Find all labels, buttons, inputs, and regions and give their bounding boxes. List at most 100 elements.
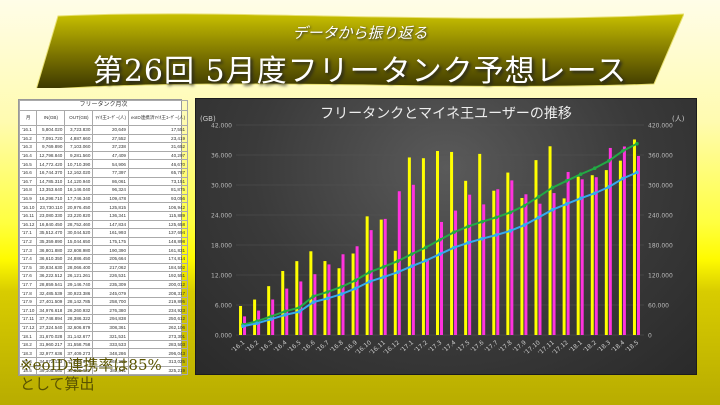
y2-tick-label: 240.000 bbox=[648, 213, 673, 220]
table-cell: 31,670.028 bbox=[36, 331, 66, 341]
table-row: '16.12 16,840.450 28,752.460 147,834 125,658 bbox=[18, 219, 189, 230]
y2-tick-label: 360.000 bbox=[648, 153, 673, 160]
table-cell: 125,815 bbox=[92, 202, 129, 212]
bar-in bbox=[337, 268, 341, 335]
line-marker bbox=[297, 305, 302, 310]
bar-in bbox=[421, 158, 425, 335]
table-cell: 54,906 bbox=[92, 159, 129, 169]
table-cell: 23,419 bbox=[127, 133, 189, 144]
table-cell: 137,694 bbox=[127, 228, 189, 238]
bar-in bbox=[309, 251, 313, 335]
y2-tick-label: 60.000 bbox=[648, 303, 669, 310]
table-cell: 35,512.470 bbox=[36, 228, 66, 238]
table-cell: '16.9 bbox=[18, 193, 38, 204]
bar-in bbox=[295, 261, 299, 335]
combo-chart: フリータンクとマイネ王ユーザーの推移 (GB) (人) 0.000 0 6.000 60.… bbox=[195, 98, 697, 375]
footnote-line-2: として算出 bbox=[20, 375, 95, 393]
line-marker bbox=[564, 202, 569, 206]
line-marker bbox=[550, 185, 555, 190]
table-row: '16.6 16,744.370 12,162.020 77,397 65,787 bbox=[18, 167, 189, 178]
table-cell: '16.2 bbox=[18, 133, 38, 144]
table-cell: 308,361 bbox=[92, 322, 129, 333]
x-tick-label: '17.8 bbox=[498, 339, 514, 354]
table-cell: 47,409 bbox=[92, 150, 129, 161]
table-cell: 262,106 bbox=[127, 322, 189, 333]
table-cell: 37,748.894 bbox=[36, 314, 66, 324]
table-cell: 28,386.322 bbox=[64, 314, 94, 324]
table-cell: 10,710.390 bbox=[64, 159, 94, 169]
table-cell: '17.8 bbox=[18, 288, 38, 298]
table-cell: 321,531 bbox=[92, 331, 129, 341]
bar-in bbox=[632, 139, 636, 335]
bar-in bbox=[548, 146, 552, 335]
table-cell: 106,942 bbox=[127, 202, 189, 212]
bar-out bbox=[622, 146, 626, 335]
bar-out bbox=[327, 264, 331, 335]
bar-out bbox=[524, 194, 528, 335]
line-marker bbox=[283, 309, 288, 314]
table-cell: '17.3 bbox=[18, 245, 38, 255]
table-cell: 147,834 bbox=[92, 219, 129, 230]
table-cell: 27,401.509 bbox=[36, 296, 66, 307]
table-cell: 77,397 bbox=[92, 167, 129, 178]
table-cell: 26,121.261 bbox=[64, 271, 94, 281]
line-marker bbox=[466, 224, 470, 229]
x-tick-label: '16.2 bbox=[244, 339, 260, 354]
bar-in bbox=[534, 160, 538, 335]
table-cell: 65,787 bbox=[127, 167, 189, 178]
column-header: eoID連携済ﾏｲﾈ王ﾕｰｻﾞｰ(人) bbox=[127, 110, 189, 126]
bar-in bbox=[281, 271, 285, 335]
y-tick-label: 18.000 bbox=[211, 243, 232, 250]
table-cell: 36,222.512 bbox=[36, 271, 66, 281]
table-cell: '16.8 bbox=[18, 185, 38, 195]
table-cell: 23,080.330 bbox=[36, 210, 66, 221]
table-cell: '18.5 bbox=[18, 365, 38, 376]
table-cell: 23,220.820 bbox=[64, 210, 94, 221]
table-row: '17.8 32,485.539 30,923.386 245,079 208,317 bbox=[18, 288, 189, 298]
table-row: '16.10 23,730.110 20,976.450 125,815 106,942 bbox=[18, 202, 189, 212]
bar-out bbox=[440, 221, 443, 335]
table-cell: 200,012 bbox=[127, 279, 189, 290]
line-marker bbox=[508, 229, 513, 233]
table-cell: 20,649 bbox=[92, 125, 129, 135]
line-marker bbox=[424, 245, 428, 250]
line-marker bbox=[410, 264, 414, 268]
table-cell: 235,309 bbox=[92, 279, 129, 290]
table-row: '16.11 23,080.330 23,220.820 136,341 115,889 bbox=[18, 210, 189, 221]
table-cell: 28,752.460 bbox=[64, 219, 94, 230]
line-marker bbox=[522, 203, 527, 208]
table-cell: 31,960.217 bbox=[36, 339, 66, 350]
table-row: '16.7 14,785.310 14,120.940 86,061 73,151 bbox=[18, 176, 189, 187]
bar-out bbox=[411, 184, 415, 335]
line-marker bbox=[578, 172, 583, 177]
y-tick-label: 12.000 bbox=[211, 273, 232, 280]
x-tick-label: '18.3 bbox=[596, 339, 612, 354]
table-cell: 3,723.830 bbox=[64, 125, 94, 135]
table-cell: '17.11 bbox=[18, 314, 38, 324]
line-marker bbox=[269, 314, 273, 319]
line-marker bbox=[621, 149, 625, 153]
title-banner: データから振り返る 第26回 5月度フリータンク予想レース bbox=[36, 12, 684, 89]
bar-in bbox=[464, 180, 468, 335]
table-cell: '17.7 bbox=[18, 279, 38, 290]
column-header: 月 bbox=[18, 110, 38, 126]
y-tick-label: 6.000 bbox=[215, 303, 232, 310]
table-cell: 17,551 bbox=[127, 125, 189, 135]
table-cell: 16,298.710 bbox=[36, 193, 66, 204]
x-tick-label: '18.5 bbox=[624, 339, 640, 354]
table-cell: '16.5 bbox=[18, 159, 38, 169]
y2-tick-label: 0 bbox=[648, 333, 652, 340]
table-cell: 125,658 bbox=[127, 219, 189, 230]
table-row: '17.5 30,834.630 28,066.400 217,062 184,502 bbox=[18, 262, 189, 273]
line-marker bbox=[311, 300, 316, 304]
table-cell: '18.1 bbox=[18, 331, 38, 341]
x-tick-label: '16.8 bbox=[329, 339, 345, 354]
table-row: '17.4 36,610.350 24,886.450 205,664 174,814 bbox=[18, 253, 189, 264]
table-row: '17.10 34,976.618 26,260.932 276,380 234,923 bbox=[18, 305, 189, 316]
x-tick-label: '17.4 bbox=[441, 339, 457, 354]
x-tick-label: '16.7 bbox=[315, 339, 331, 354]
y2-tick-label: 120.000 bbox=[648, 273, 673, 280]
table-cell: 190,390 bbox=[92, 245, 129, 255]
table-cell: 31,558.758 bbox=[64, 339, 94, 350]
footnote: ※eoID連携率は85% として算出 bbox=[20, 356, 162, 394]
